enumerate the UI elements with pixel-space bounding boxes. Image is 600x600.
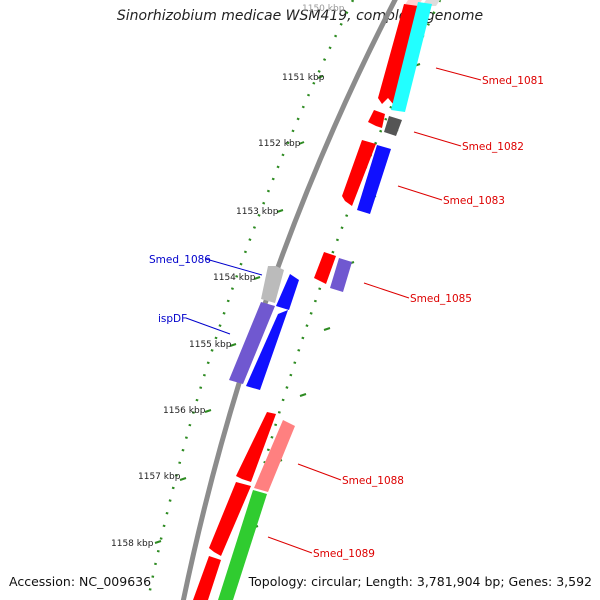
callout-line-smed-1081 (435, 67, 482, 81)
gene-label-ispdf[interactable]: ispDF (158, 313, 187, 325)
gene-feature-smed-1081-cyan[interactable] (391, 2, 432, 112)
callout-line-smed-1086 (205, 258, 263, 276)
gene-label-smed-1086[interactable]: Smed_1086 (149, 254, 211, 266)
gene-feature-smed-1085-purple[interactable] (330, 258, 352, 292)
kbp-tick (253, 276, 261, 280)
callout-line-smed-1085 (363, 282, 410, 299)
gene-label-smed-1085[interactable]: Smed_1085 (410, 293, 472, 305)
kbp-tick (317, 75, 324, 79)
callout-line-smed-1082 (413, 131, 462, 147)
gene-feature-smed-1082-red[interactable] (368, 110, 385, 128)
gene-label-smed-1089[interactable]: Smed_1089 (313, 548, 375, 560)
kbp-label: 1154 kbp (213, 273, 256, 283)
callout-line-smed-1083 (397, 185, 443, 201)
gene-feature-smed-1086-blue[interactable] (276, 274, 299, 310)
gene-feature-smed-1089-green[interactable] (218, 490, 267, 600)
kbp-label: 1155 kbp (189, 340, 232, 350)
gene-feature-ispdf-blue[interactable] (246, 310, 288, 390)
gene-feature-smed-1089-red[interactable] (209, 482, 251, 556)
gene-features (193, 0, 440, 600)
kbp-tick (276, 209, 284, 213)
kbp-tick (323, 327, 331, 331)
gene-feature-smed-1083-blue[interactable] (357, 145, 391, 214)
kbp-label: 1157 kbp (138, 472, 181, 482)
gene-label-smed-1081[interactable]: Smed_1081 (482, 75, 544, 87)
accession-label: Accession: NC_009636 (9, 574, 152, 589)
gene-feature-smed-1088-pink[interactable] (254, 420, 295, 492)
outer-dotted-ring (146, 0, 355, 600)
callout-line-smed-1089 (267, 536, 313, 554)
kbp-label: 1152 kbp (258, 139, 301, 149)
kbp-label: 1153 kbp (236, 207, 279, 217)
callout-line-smed-1088 (297, 463, 342, 481)
kbp-label: 1156 kbp (163, 406, 206, 416)
kbp-tick (154, 540, 162, 544)
gene-feature-smed-1083-red[interactable] (342, 140, 376, 206)
gene-feature-smed-1085-red[interactable] (314, 252, 336, 284)
kbp-tick (299, 393, 307, 397)
gene-feature-bottom-red[interactable] (193, 556, 221, 600)
kbp-tick (204, 409, 212, 413)
genome-summary-label: Topology: circular; Length: 3,781,904 bp… (248, 574, 592, 589)
kbp-tick (179, 477, 187, 481)
gene-feature-smed-1081-red[interactable] (378, 4, 418, 104)
kbp-label: 1150 kbp (302, 4, 345, 14)
gene-label-smed-1082[interactable]: Smed_1082 (462, 141, 524, 153)
gene-feature-smed-1086-grey[interactable] (261, 266, 284, 303)
gene-feature-ispdf-purple[interactable] (229, 302, 275, 384)
gene-label-smed-1083[interactable]: Smed_1083 (443, 195, 505, 207)
kbp-label: 1158 kbp (111, 539, 154, 549)
gene-feature-smed-1082-grey[interactable] (384, 116, 402, 136)
kbp-label: 1151 kbp (282, 73, 325, 83)
callout-lines (185, 67, 482, 554)
gene-feature-smed-1088-red[interactable] (236, 412, 276, 482)
kbp-tick (298, 141, 305, 145)
callout-line-ispdf (185, 317, 231, 335)
gene-label-smed-1088[interactable]: Smed_1088 (342, 475, 404, 487)
kbp-tick (229, 343, 237, 347)
